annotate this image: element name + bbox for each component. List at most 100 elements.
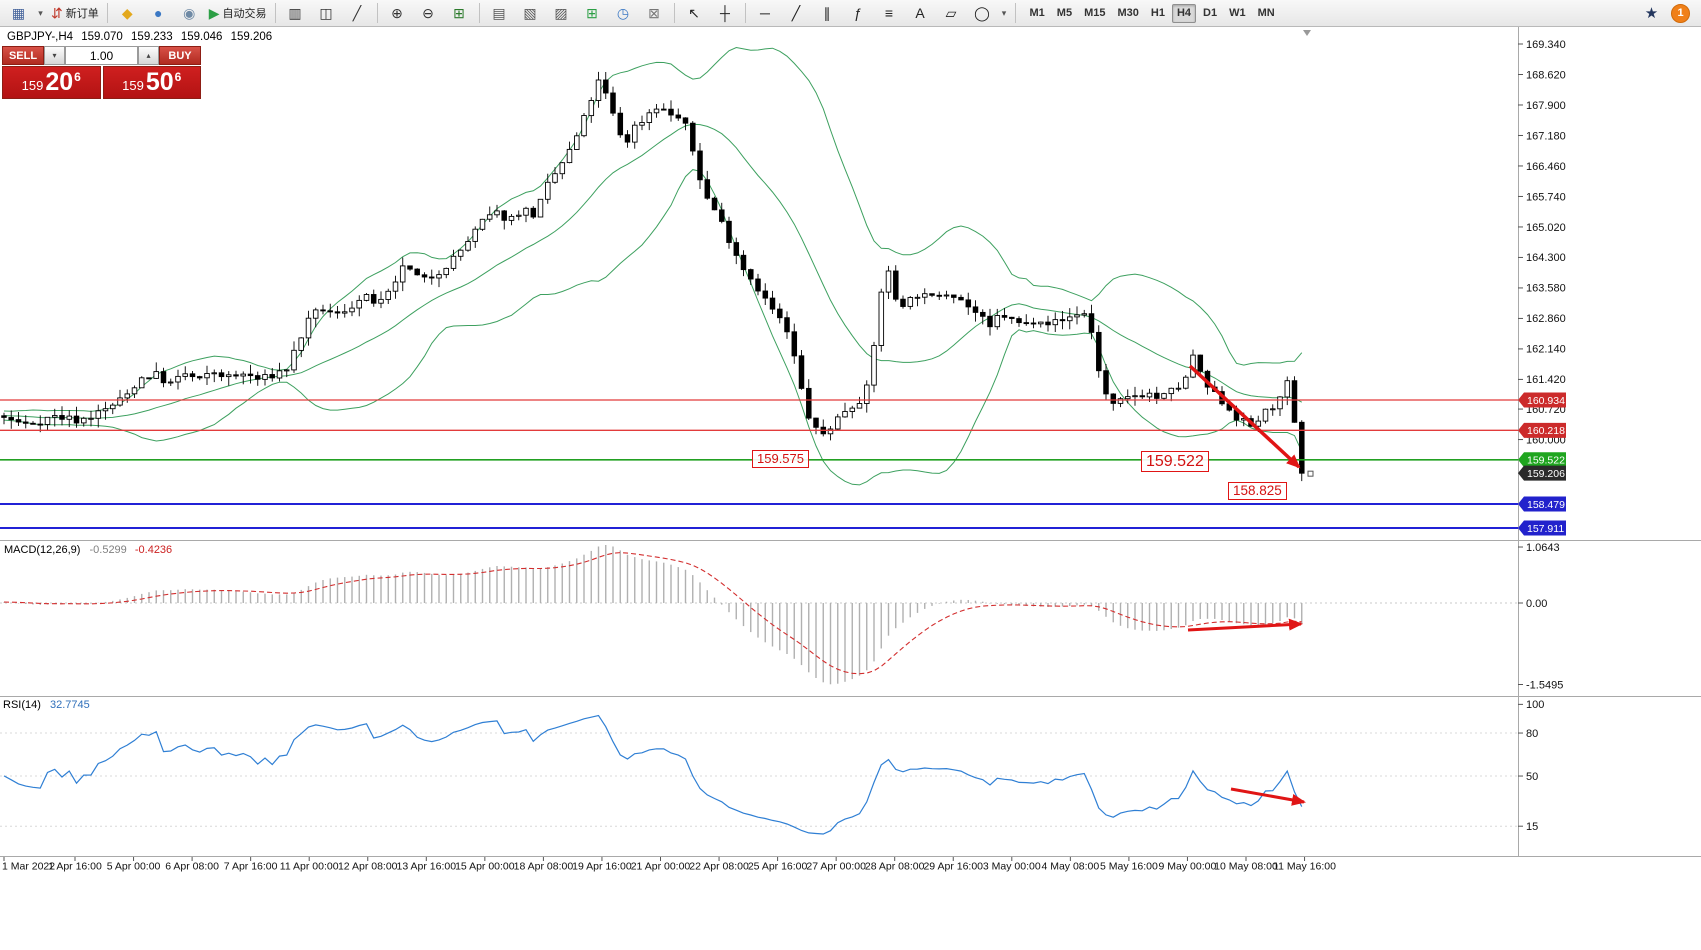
new-chart-icon: ▦ (11, 5, 26, 21)
svg-text:15 Apr 00:00: 15 Apr 00:00 (455, 861, 515, 873)
svg-text:22 Apr 08:00: 22 Apr 08:00 (689, 861, 749, 873)
hline-tool-button[interactable]: ─ (751, 2, 780, 24)
timeframe-w1-button[interactable]: W1 (1229, 6, 1246, 19)
mql5-alerts-button[interactable]: ◆ (113, 2, 142, 24)
gann-tool-icon: ≡ (884, 5, 894, 21)
trendline-tool-button[interactable]: ╱ (782, 2, 811, 24)
svg-text:50: 50 (1526, 771, 1538, 783)
svg-text:12 Apr 08:00: 12 Apr 08:00 (338, 861, 398, 873)
timeframe-m30-button[interactable]: M30 (1117, 6, 1139, 19)
svg-text:80: 80 (1526, 728, 1538, 740)
autotrade-label: 自动交易 (222, 8, 267, 20)
timeframe-h1-button[interactable]: H1 (1150, 6, 1165, 19)
shapes-tool-icon: ◯ (974, 5, 990, 21)
timeframe-d1-button[interactable]: D1 (1203, 6, 1218, 19)
zoom-out-button[interactable]: ⊖ (414, 2, 443, 24)
toolbar-separator (106, 3, 108, 23)
buy-button[interactable]: BUY (159, 46, 201, 65)
timeframe-mn-button[interactable]: MN (1257, 6, 1275, 19)
volume-increase-button[interactable]: ▴ (138, 46, 159, 65)
price-callout[interactable]: 159.522 (1141, 451, 1209, 473)
crosshair-tool-icon: ┼ (720, 5, 730, 21)
svg-text:0.00: 0.00 (1526, 598, 1547, 610)
svg-text:166.460: 166.460 (1526, 161, 1566, 173)
new-chart-dropdown-button[interactable]: ▾ (35, 2, 46, 24)
tile-vertical-button[interactable]: ▨ (547, 2, 576, 24)
ohlc-low: 159.046 (180, 31, 223, 43)
price-callout[interactable]: 159.575 (752, 450, 809, 468)
channel-tool-button[interactable]: ∥ (813, 2, 842, 24)
gann-tool-button[interactable]: ≡ (875, 2, 904, 24)
volume-input[interactable] (65, 46, 138, 65)
rsi-scale: 100 80 50 15 (1518, 699, 1544, 833)
bar-chart-mode-icon: ▥ (288, 5, 302, 21)
sell-price-display[interactable]: 159 20 6 (2, 66, 101, 99)
timeframe-m15-button[interactable]: M15 (1084, 6, 1106, 19)
macd-name: MACD(12,26,9) (4, 544, 81, 556)
community-button[interactable]: ● (144, 2, 173, 24)
zoom-in-button[interactable]: ⊕ (383, 2, 412, 24)
svg-text:19 Apr 16:00: 19 Apr 16:00 (572, 861, 632, 873)
new-order-icon: ⇵ (51, 5, 63, 21)
timeframe-m1-button[interactable]: M1 (1029, 6, 1045, 19)
macd-signal-value: -0.4236 (134, 544, 173, 556)
toolbar-separator (673, 3, 675, 23)
tile-horizontal-icon: ▧ (523, 5, 537, 21)
chart-snapshot-button[interactable]: ⊠ (640, 2, 669, 24)
shapes-dropdown-button[interactable]: ▾ (999, 2, 1010, 24)
toolbar-separator (744, 3, 746, 23)
ohlc-close: 159.206 (230, 31, 273, 43)
svg-text:1.0643: 1.0643 (1526, 542, 1560, 554)
svg-text:165.020: 165.020 (1526, 222, 1566, 234)
toolbar-separator (1014, 3, 1016, 23)
label-tool-button[interactable]: ▱ (937, 2, 966, 24)
rsi-label: RSI(14) 32.7745 (3, 699, 90, 711)
market-info-button[interactable]: ◉ (175, 2, 204, 24)
text-tool-button[interactable]: A (906, 2, 935, 24)
trend-arrows[interactable] (1187, 364, 1306, 806)
notifications-badge[interactable]: 1 (1671, 3, 1690, 23)
svg-text:162.140: 162.140 (1526, 344, 1566, 356)
trendline-tool-icon: ╱ (791, 5, 801, 21)
price-callout[interactable]: 158.825 (1228, 482, 1287, 501)
svg-text:11 May 16:00: 11 May 16:00 (1273, 861, 1336, 873)
svg-text:11 Apr 00:00: 11 Apr 00:00 (280, 861, 339, 873)
buy-price-sup: 6 (174, 70, 182, 84)
crosshair-tool-button[interactable]: ┼ (711, 2, 740, 24)
new-chart-plus-button[interactable]: ⊞ (578, 2, 607, 24)
candlestick-mode-button[interactable]: ◫ (312, 2, 341, 24)
timeframe-m5-button[interactable]: M5 (1056, 6, 1073, 19)
svg-text:6 Apr 08:00: 6 Apr 08:00 (165, 861, 219, 873)
tile-horizontal-button[interactable]: ▧ (516, 2, 545, 24)
tile-windows-button[interactable]: ⊞ (445, 2, 474, 24)
sell-price-prefix: 159 (21, 77, 44, 93)
candles-layer (1, 71, 1305, 482)
shapes-tool-button[interactable]: ◯ (968, 2, 997, 24)
volume-decrease-button[interactable]: ▾ (44, 46, 65, 65)
new-order-button[interactable]: ⇵ 新订单 (48, 2, 102, 24)
line-chart-mode-button[interactable]: ╱ (343, 2, 372, 24)
svg-text:159.522: 159.522 (1527, 455, 1565, 467)
cursor-tool-button[interactable]: ↖ (680, 2, 709, 24)
svg-text:18 Apr 08:00: 18 Apr 08:00 (514, 861, 574, 873)
fibonacci-tool-button[interactable]: ƒ (844, 2, 873, 24)
svg-text:29 Apr 16:00: 29 Apr 16:00 (923, 861, 983, 873)
svg-text:9 May 00:00: 9 May 00:00 (1159, 861, 1217, 873)
macd-scale: 1.0643 0.00 -1.5495 (1518, 542, 1563, 691)
line-chart-mode-icon: ╱ (352, 5, 362, 21)
hline-tool-icon: ─ (760, 5, 770, 21)
new-chart-button[interactable]: ▦ (4, 2, 33, 24)
new-chart-dropdown-icon: ▾ (38, 7, 43, 18)
cascade-windows-button[interactable]: ▤ (485, 2, 514, 24)
buy-price-display[interactable]: 159 50 6 (102, 66, 201, 99)
sell-button[interactable]: SELL (2, 46, 44, 65)
timeframe-h4-button[interactable]: H4 (1171, 3, 1197, 23)
svg-text:10 May 08:00: 10 May 08:00 (1214, 861, 1278, 873)
bar-chart-mode-button[interactable]: ▥ (281, 2, 310, 24)
auto-scroll-button[interactable]: ◷ (609, 2, 638, 24)
community-services-button[interactable]: ★ (1637, 2, 1666, 24)
autotrade-button[interactable]: ▶ 自动交易 (206, 2, 270, 24)
price-tag (1518, 422, 1566, 438)
symbol-label: GBPJPY-,H4 (7, 31, 74, 43)
